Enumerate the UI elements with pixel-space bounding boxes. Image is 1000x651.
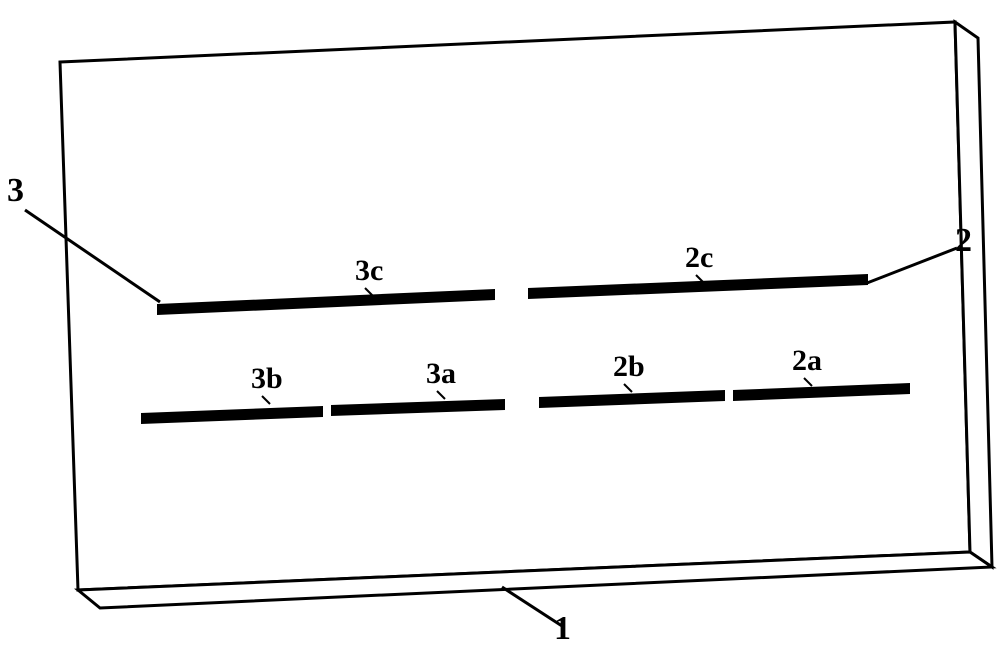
slab: [60, 22, 992, 608]
label-3c: 3c: [355, 254, 383, 288]
label-2c: 2c: [685, 241, 713, 275]
callout-label-2: 2: [955, 222, 972, 260]
callout-line-1: [502, 587, 562, 626]
label-2a: 2a: [792, 344, 822, 378]
label-3b: 3b: [251, 362, 283, 396]
technical-diagram: [0, 0, 1000, 651]
label-3a: 3a: [426, 357, 456, 391]
callout-label-1: 1: [554, 610, 571, 648]
callout-label-3: 3: [7, 172, 24, 210]
label-2b: 2b: [613, 350, 645, 384]
